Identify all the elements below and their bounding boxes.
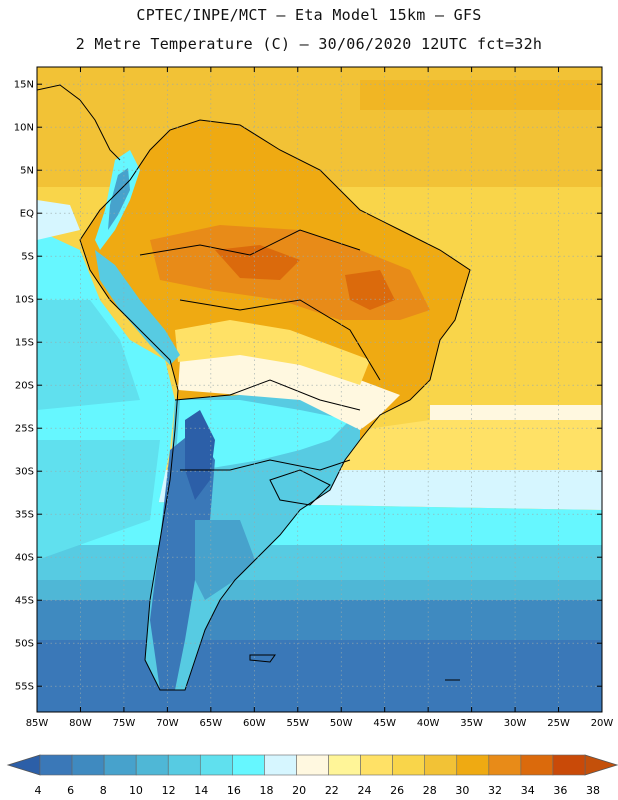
colorbar-label: 34 <box>521 784 535 797</box>
lon-tick-label: 45W <box>373 718 396 729</box>
map-title-line-2: 2 Metre Temperature (C) – 30/06/2020 12U… <box>75 35 543 53</box>
lon-tick-label: 20W <box>591 718 614 729</box>
colorbar-label: 18 <box>260 784 274 797</box>
axis-ticks: 15N 10N 5N EQ 5S 10S 15S 20S 25S 30S 35S 40S 45S 50S 5… <box>14 67 614 729</box>
colorbar-label: 28 <box>423 784 437 797</box>
colorbar-label: 22 <box>325 784 339 797</box>
colorbar-swatch <box>328 754 361 776</box>
colorbar-label: 14 <box>194 784 208 797</box>
colorbar-label: 30 <box>455 784 469 797</box>
colorbar-label: 20 <box>292 784 306 797</box>
colorbar-swatch <box>456 754 490 776</box>
colorbar-under-triangle <box>6 754 41 776</box>
colorbar-swatch <box>392 754 426 776</box>
lon-tick-label: 75W <box>113 718 136 729</box>
colorbar-label: 38 <box>586 784 600 797</box>
colorbar-swatch <box>199 754 233 776</box>
lon-tick-label: 65W <box>200 718 223 729</box>
lat-tick-label: 10N <box>14 123 34 134</box>
colorbar-label: 16 <box>227 784 241 797</box>
colorbar-label: 6 <box>67 784 74 797</box>
colorbar-swatch <box>296 754 329 776</box>
lat-tick-label: 5S <box>21 252 34 263</box>
lon-tick-label: 35W <box>460 718 483 729</box>
lat-tick-label: EQ <box>20 209 34 220</box>
lat-tick-label: 40S <box>15 553 34 564</box>
lat-tick-label: 50S <box>15 639 34 650</box>
coastlines-and-borders <box>37 84 471 691</box>
colorbar-label: 32 <box>488 784 502 797</box>
map-frame <box>36 66 603 713</box>
lon-tick-label: 80W <box>69 718 92 729</box>
map-title-line-1: CPTEC/INPE/MCT – Eta Model 15km – GFS <box>136 6 482 24</box>
colorbar-label: 4 <box>35 784 42 797</box>
lat-tick-label: 10S <box>15 295 34 306</box>
lon-tick-label: 70W <box>156 718 179 729</box>
colorbar-label: 24 <box>357 784 371 797</box>
lat-tick-label: 15N <box>14 80 34 91</box>
colorbar-label: 8 <box>100 784 107 797</box>
lat-tick-label: 5N <box>20 166 34 177</box>
lat-tick-label: 30S <box>15 467 34 478</box>
lon-tick-label: 30W <box>504 718 527 729</box>
lat-tick-label: 45S <box>15 596 34 607</box>
colorbar-label: 26 <box>390 784 404 797</box>
colorbar-swatch <box>520 754 554 776</box>
lon-tick-label: 40W <box>417 718 440 729</box>
colorbar-swatch <box>71 754 105 776</box>
lon-tick-label: 60W <box>243 718 266 729</box>
colorbar-swatch <box>264 754 297 776</box>
colorbar-swatch <box>424 754 458 776</box>
temperature-field <box>37 67 602 712</box>
colorbar-label: 12 <box>162 784 176 797</box>
colorbar-swatch <box>488 754 522 776</box>
colorbar-swatch <box>39 754 73 776</box>
colorbar-swatch <box>103 754 137 776</box>
lon-tick-label: 25W <box>547 718 570 729</box>
colorbar-label: 36 <box>553 784 567 797</box>
colorbar: 4 6 8 10 12 14 16 18 20 22 24 26 28 30 32 34 36 38 <box>6 754 618 797</box>
colorbar-swatch <box>135 754 169 776</box>
colorbar-swatch <box>360 754 393 776</box>
lat-tick-label: 20S <box>15 381 34 392</box>
colorbar-label: 10 <box>129 784 143 797</box>
colorbar-swatch <box>167 754 201 776</box>
colorbar-swatch <box>552 754 586 776</box>
lat-tick-label: 55S <box>15 682 34 693</box>
lat-tick-label: 25S <box>15 424 34 435</box>
colorbar-over-triangle <box>584 754 618 776</box>
lat-tick-label: 15S <box>15 338 34 349</box>
lon-tick-label: 85W <box>26 718 49 729</box>
lon-tick-label: 50W <box>330 718 353 729</box>
lat-tick-label: 35S <box>15 510 34 521</box>
lon-tick-label: 55W <box>286 718 309 729</box>
colorbar-swatch <box>232 754 265 776</box>
